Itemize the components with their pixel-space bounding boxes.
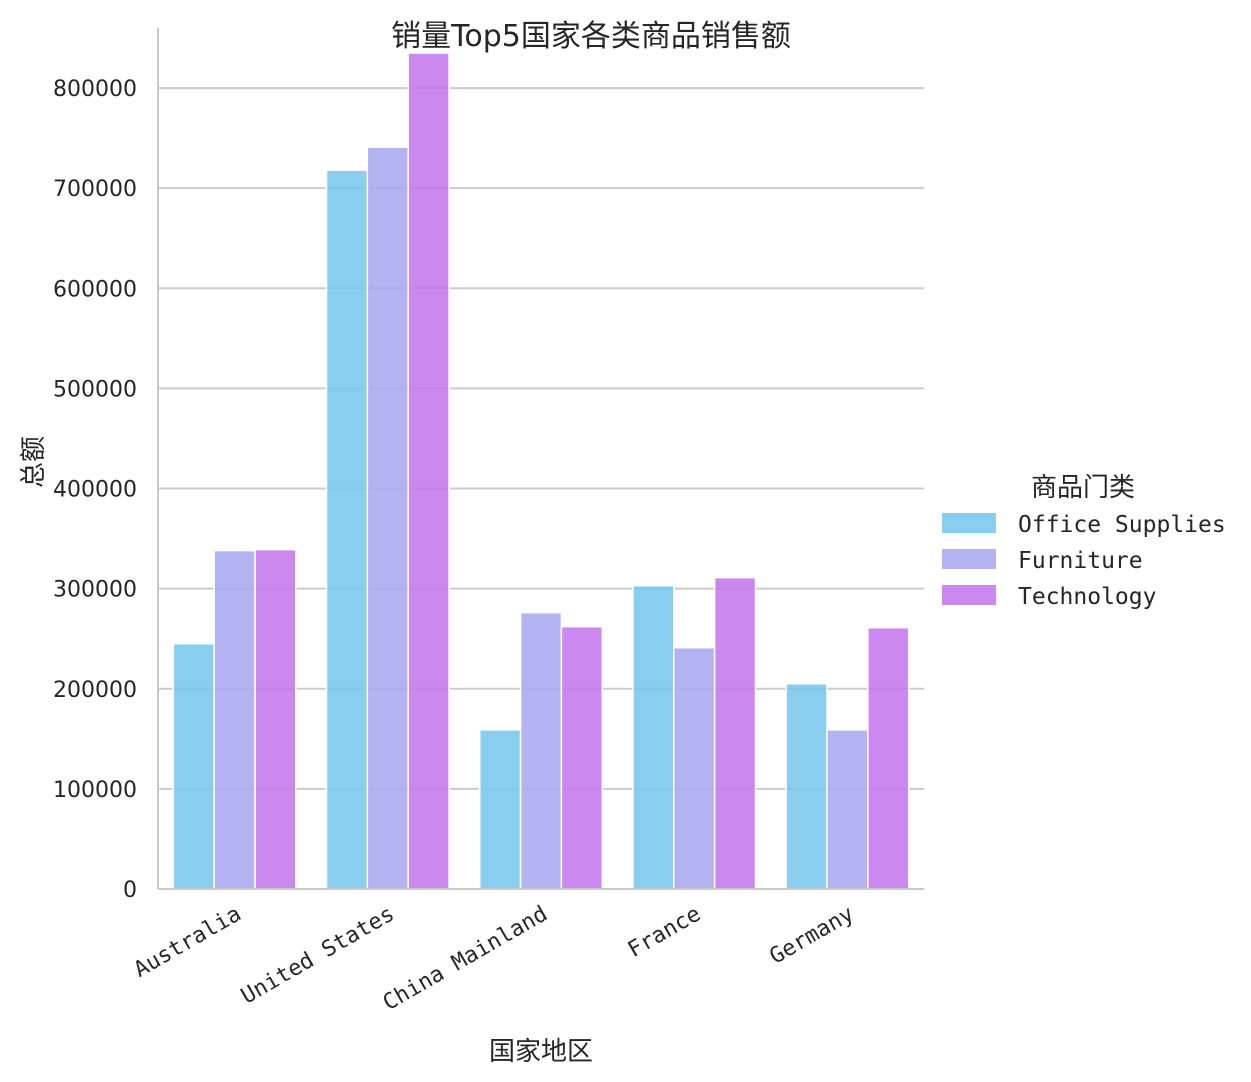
bar — [254, 548, 297, 890]
y-tick-label: 400000 — [53, 478, 137, 503]
bar — [213, 549, 256, 890]
x-tick-label: Germany — [766, 902, 859, 970]
bar — [478, 729, 522, 890]
legend-swatch — [942, 513, 996, 533]
x-tick-label: United States — [237, 902, 399, 1010]
legend-label: Office Supplies — [1018, 512, 1226, 538]
legend-label: Technology — [1018, 584, 1156, 610]
x-tick-label: France — [624, 902, 705, 963]
legend-swatch — [942, 549, 996, 569]
bar — [172, 642, 215, 890]
bar — [407, 52, 450, 890]
y-axis-label: 总额 — [19, 436, 49, 488]
y-tick-label: 500000 — [53, 377, 137, 402]
y-tick-label: 200000 — [53, 678, 137, 703]
legend-title: 商品门类 — [1031, 473, 1135, 503]
bars — [172, 52, 910, 890]
bar — [867, 626, 910, 890]
x-tick-label: Australia — [130, 902, 246, 983]
bar — [785, 683, 828, 890]
bar — [632, 584, 675, 890]
legend-label: Furniture — [1018, 548, 1143, 574]
legend-swatch — [942, 585, 996, 605]
y-tick-label: 700000 — [53, 177, 137, 202]
axes — [157, 28, 924, 890]
chart-title: 销量Top5国家各类商品销售额 — [391, 19, 791, 54]
bar — [826, 729, 869, 890]
x-axis-label: 国家地区 — [489, 1037, 593, 1067]
bar — [519, 611, 563, 890]
y-tick-label: 300000 — [53, 578, 137, 603]
bar — [673, 646, 716, 890]
bar — [325, 169, 369, 890]
bar — [366, 146, 409, 890]
y-tick-label: 800000 — [53, 77, 137, 102]
legend: 商品门类 Office Supplies Furniture Technology — [942, 473, 1226, 610]
y-tick-label: 0 — [123, 878, 137, 903]
bar — [560, 625, 604, 890]
y-tick-label: 600000 — [53, 277, 137, 302]
y-ticks: 0 100000 200000 300000 400000 500000 600000 700… — [53, 77, 137, 903]
bar — [713, 576, 757, 890]
y-tick-label: 100000 — [53, 778, 137, 803]
x-tick-label: China Mainland — [379, 902, 552, 1016]
